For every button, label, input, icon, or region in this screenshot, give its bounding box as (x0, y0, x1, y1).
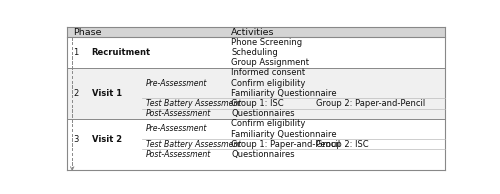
Text: Visit 2: Visit 2 (92, 135, 122, 144)
Text: Group 2: Paper-and-Pencil: Group 2: Paper-and-Pencil (316, 99, 426, 108)
Text: Group 2: ISC: Group 2: ISC (316, 140, 369, 149)
Text: 2: 2 (74, 89, 78, 98)
FancyBboxPatch shape (67, 68, 446, 119)
Text: Scheduling: Scheduling (231, 48, 278, 57)
Text: Group 1: ISC: Group 1: ISC (231, 99, 283, 108)
FancyBboxPatch shape (67, 119, 446, 159)
Text: Phone Screening: Phone Screening (231, 38, 302, 47)
FancyBboxPatch shape (67, 37, 446, 68)
Text: Familiarity Questionnaire: Familiarity Questionnaire (231, 130, 336, 139)
Text: Pre-Assessment: Pre-Assessment (146, 124, 207, 133)
Text: 1: 1 (74, 48, 78, 57)
Text: Informed consent: Informed consent (231, 68, 305, 77)
Text: Group 1: Paper-and-Pencil: Group 1: Paper-and-Pencil (231, 140, 340, 149)
FancyBboxPatch shape (67, 27, 446, 37)
Text: Questionnaires: Questionnaires (231, 109, 294, 118)
Text: 3: 3 (74, 135, 78, 144)
Text: Questionnaires: Questionnaires (231, 150, 294, 159)
Text: Recruitment: Recruitment (92, 48, 150, 57)
Text: Pre-Assessment: Pre-Assessment (146, 79, 207, 87)
Text: Group Assignment: Group Assignment (231, 58, 309, 67)
Text: Activities: Activities (231, 28, 274, 37)
Text: Confirm eligibility: Confirm eligibility (231, 119, 306, 128)
Text: Test Battery Assessment: Test Battery Assessment (146, 140, 241, 149)
Text: Familiarity Questionnaire: Familiarity Questionnaire (231, 89, 336, 98)
Text: Post-Assessment: Post-Assessment (146, 109, 211, 118)
Text: Test Battery Assessment: Test Battery Assessment (146, 99, 241, 108)
Text: Visit 1: Visit 1 (92, 89, 122, 98)
Text: Confirm eligibility: Confirm eligibility (231, 79, 306, 87)
Text: Post-Assessment: Post-Assessment (146, 150, 211, 159)
Text: Phase: Phase (74, 28, 102, 37)
